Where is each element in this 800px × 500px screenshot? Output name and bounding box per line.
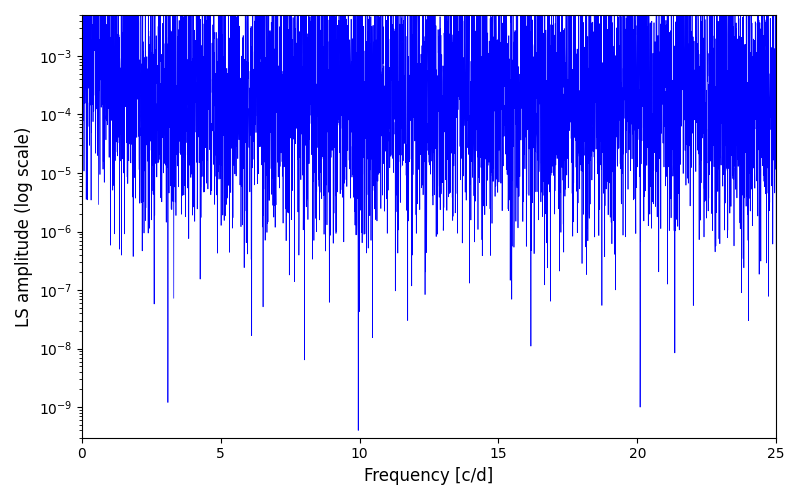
- X-axis label: Frequency [c/d]: Frequency [c/d]: [364, 467, 494, 485]
- Y-axis label: LS amplitude (log scale): LS amplitude (log scale): [15, 126, 33, 326]
